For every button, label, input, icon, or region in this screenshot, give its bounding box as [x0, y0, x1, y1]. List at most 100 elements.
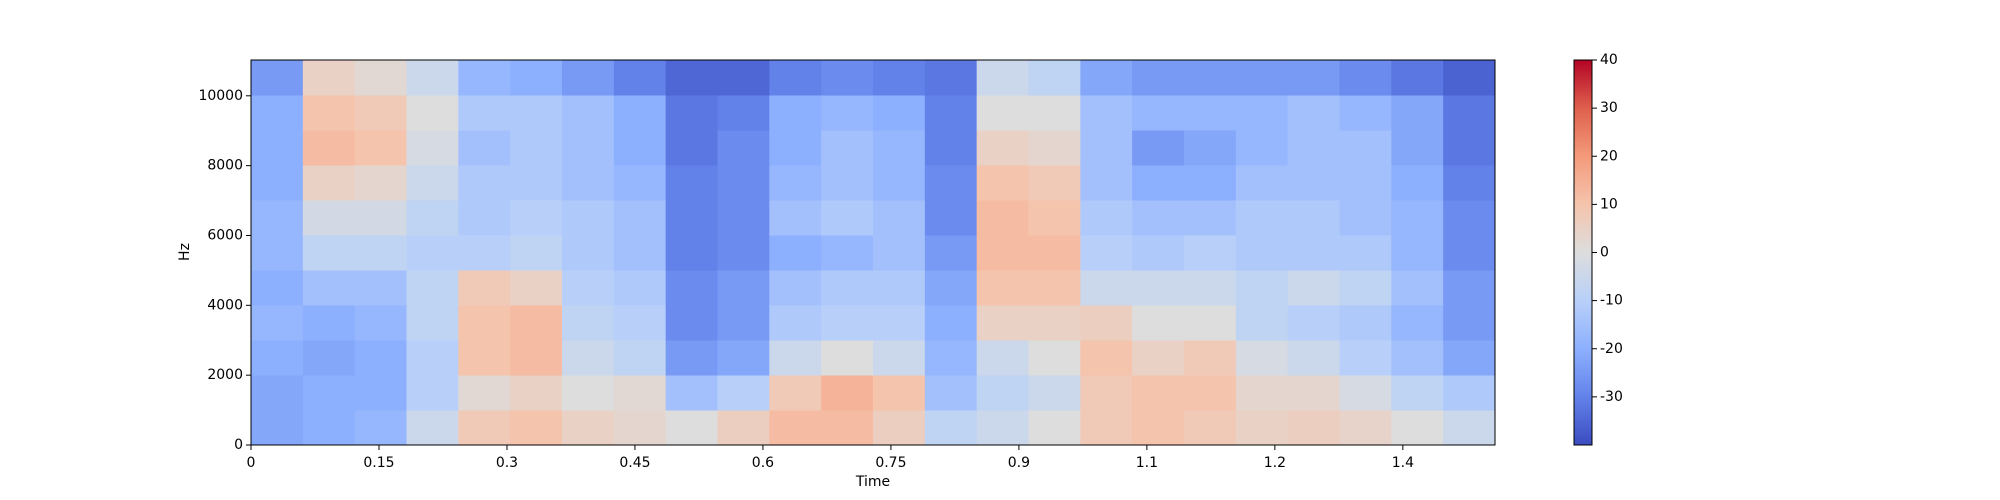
- heatmap-cell: [302, 270, 356, 306]
- heatmap-cell: [924, 130, 978, 166]
- heatmap-cell: [717, 235, 770, 271]
- heatmap-cell: [406, 130, 459, 166]
- heatmap-cell: [769, 200, 822, 236]
- heatmap-cell: [406, 410, 459, 446]
- heatmap-cell: [302, 130, 356, 166]
- heatmap-cell: [769, 165, 822, 201]
- heatmap-cell: [924, 60, 978, 96]
- heatmap-cell: [1391, 410, 1444, 446]
- heatmap-cell: [406, 200, 459, 236]
- heatmap-cell: [458, 60, 511, 96]
- heatmap-cell: [354, 305, 407, 341]
- heatmap-cell: [1080, 235, 1133, 271]
- heatmap-cell: [1235, 130, 1289, 166]
- heatmap-cell: [976, 235, 1029, 271]
- heatmap-cell: [1287, 270, 1340, 306]
- heatmap-cell: [406, 235, 459, 271]
- heatmap-cell: [354, 270, 407, 306]
- heatmap-cell: [769, 95, 822, 131]
- heatmap-cell: [1339, 200, 1392, 236]
- heatmap-cell: [1132, 60, 1185, 96]
- heatmap-cell: [1028, 305, 1081, 341]
- heatmap-cell: [251, 200, 304, 236]
- colorbar-tick-label: 10: [1600, 196, 1618, 212]
- x-tick-label: 0.6: [752, 455, 774, 471]
- heatmap-cell: [613, 340, 667, 376]
- heatmap-cell: [354, 410, 407, 446]
- heatmap-cell: [1235, 60, 1289, 96]
- heatmap-cell: [873, 410, 926, 446]
- heatmap-cell: [406, 270, 459, 306]
- heatmap-cell: [1132, 200, 1185, 236]
- heatmap-cell: [613, 200, 667, 236]
- heatmap-cell: [1339, 375, 1392, 411]
- heatmap-cell: [873, 130, 926, 166]
- heatmap-cell: [562, 340, 615, 376]
- heatmap-cell: [1391, 235, 1444, 271]
- x-tick-label: 0.45: [619, 455, 650, 471]
- heatmap-cell: [1080, 130, 1133, 166]
- heatmap-cell: [1339, 60, 1392, 96]
- heatmap-cell: [354, 60, 407, 96]
- heatmap-cell: [1391, 200, 1444, 236]
- colorbar-tick-label: -10: [1600, 293, 1623, 309]
- heatmap-cell: [562, 95, 615, 131]
- heatmap-cell: [1287, 95, 1340, 131]
- heatmap-cell: [1235, 375, 1289, 411]
- heatmap-cell: [1028, 235, 1081, 271]
- heatmap-cell: [1080, 305, 1133, 341]
- heatmap-cell: [458, 410, 511, 446]
- heatmap-cell: [1080, 375, 1133, 411]
- heatmap-cell: [769, 270, 822, 306]
- heatmap-cell: [251, 165, 304, 201]
- heatmap-cell: [924, 410, 978, 446]
- heatmap-cell: [510, 130, 563, 166]
- heatmap-cell: [976, 410, 1029, 446]
- heatmap-cell: [1235, 235, 1289, 271]
- heatmap-cell: [1080, 60, 1133, 96]
- heatmap-cell: [1443, 340, 1496, 376]
- heatmap-cell: [1287, 340, 1340, 376]
- heatmap-cell: [1235, 305, 1289, 341]
- heatmap-cell: [1028, 200, 1081, 236]
- heatmap-cell: [976, 200, 1029, 236]
- heatmap-cell: [821, 165, 874, 201]
- heatmap-cell: [717, 270, 770, 306]
- heatmap-cell: [458, 95, 511, 131]
- heatmap-cell: [354, 130, 407, 166]
- heatmap-cell: [251, 95, 304, 131]
- heatmap-cell: [1339, 305, 1392, 341]
- heatmap-cell: [924, 305, 978, 341]
- heatmap-cell: [1132, 375, 1185, 411]
- heatmap-cell: [1184, 270, 1237, 306]
- heatmap-cell: [562, 305, 615, 341]
- heatmap-cell: [924, 375, 978, 411]
- heatmap-cell: [821, 60, 874, 96]
- heatmap-cell: [665, 270, 718, 306]
- heatmap-cell: [510, 95, 563, 131]
- heatmap-cell: [1287, 305, 1340, 341]
- heatmap-cell: [1235, 410, 1289, 446]
- heatmap-cell: [717, 130, 770, 166]
- heatmap-cell: [613, 95, 667, 131]
- heatmap-cell: [510, 305, 563, 341]
- heatmap-cell: [976, 340, 1029, 376]
- heatmap-cell: [458, 200, 511, 236]
- heatmap-cell: [924, 95, 978, 131]
- heatmap-cell: [510, 200, 563, 236]
- heatmap-cell: [821, 375, 874, 411]
- heatmap-cell: [665, 200, 718, 236]
- heatmap-cell: [1235, 270, 1289, 306]
- heatmap-cell: [510, 410, 563, 446]
- heatmap-cell: [1391, 95, 1444, 131]
- heatmap-cell: [1028, 270, 1081, 306]
- heatmap-cell: [924, 200, 978, 236]
- heatmap-cell: [406, 95, 459, 131]
- heatmap-cell: [1339, 340, 1392, 376]
- heatmap-cell: [1028, 340, 1081, 376]
- heatmap-cell: [717, 165, 770, 201]
- heatmap-cell: [1339, 130, 1392, 166]
- heatmap-cell: [1080, 410, 1133, 446]
